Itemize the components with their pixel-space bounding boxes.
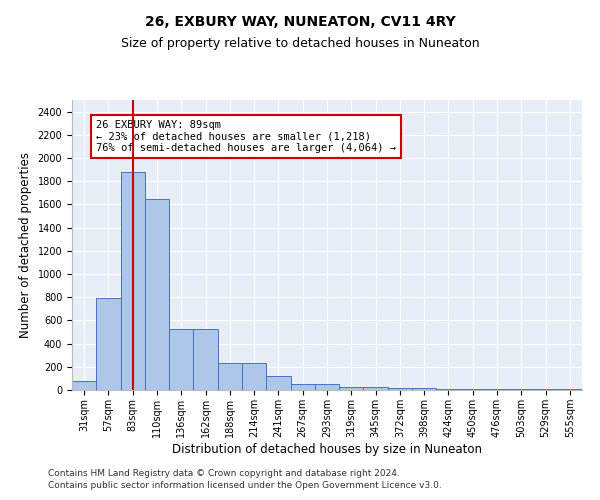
Bar [96,298,121,390]
Text: 26, EXBURY WAY, NUNEATON, CV11 4RY: 26, EXBURY WAY, NUNEATON, CV11 4RY [145,15,455,29]
Bar [339,386,364,390]
Bar [290,384,315,390]
Bar [412,388,436,390]
Bar [266,376,290,390]
Bar [388,388,412,390]
Bar [364,386,388,390]
Bar [169,328,193,390]
Text: 26 EXBURY WAY: 89sqm
← 23% of detached houses are smaller (1,218)
76% of semi-de: 26 EXBURY WAY: 89sqm ← 23% of detached h… [96,120,396,153]
Bar [145,198,169,390]
Bar [218,362,242,390]
Bar [242,362,266,390]
Text: Size of property relative to detached houses in Nuneaton: Size of property relative to detached ho… [121,38,479,51]
Bar [193,328,218,390]
X-axis label: Distribution of detached houses by size in Nuneaton: Distribution of detached houses by size … [172,442,482,456]
Bar [121,172,145,390]
Text: Contains HM Land Registry data © Crown copyright and database right 2024.
Contai: Contains HM Land Registry data © Crown c… [48,468,442,490]
Bar [315,384,339,390]
Bar [72,382,96,390]
Y-axis label: Number of detached properties: Number of detached properties [19,152,32,338]
